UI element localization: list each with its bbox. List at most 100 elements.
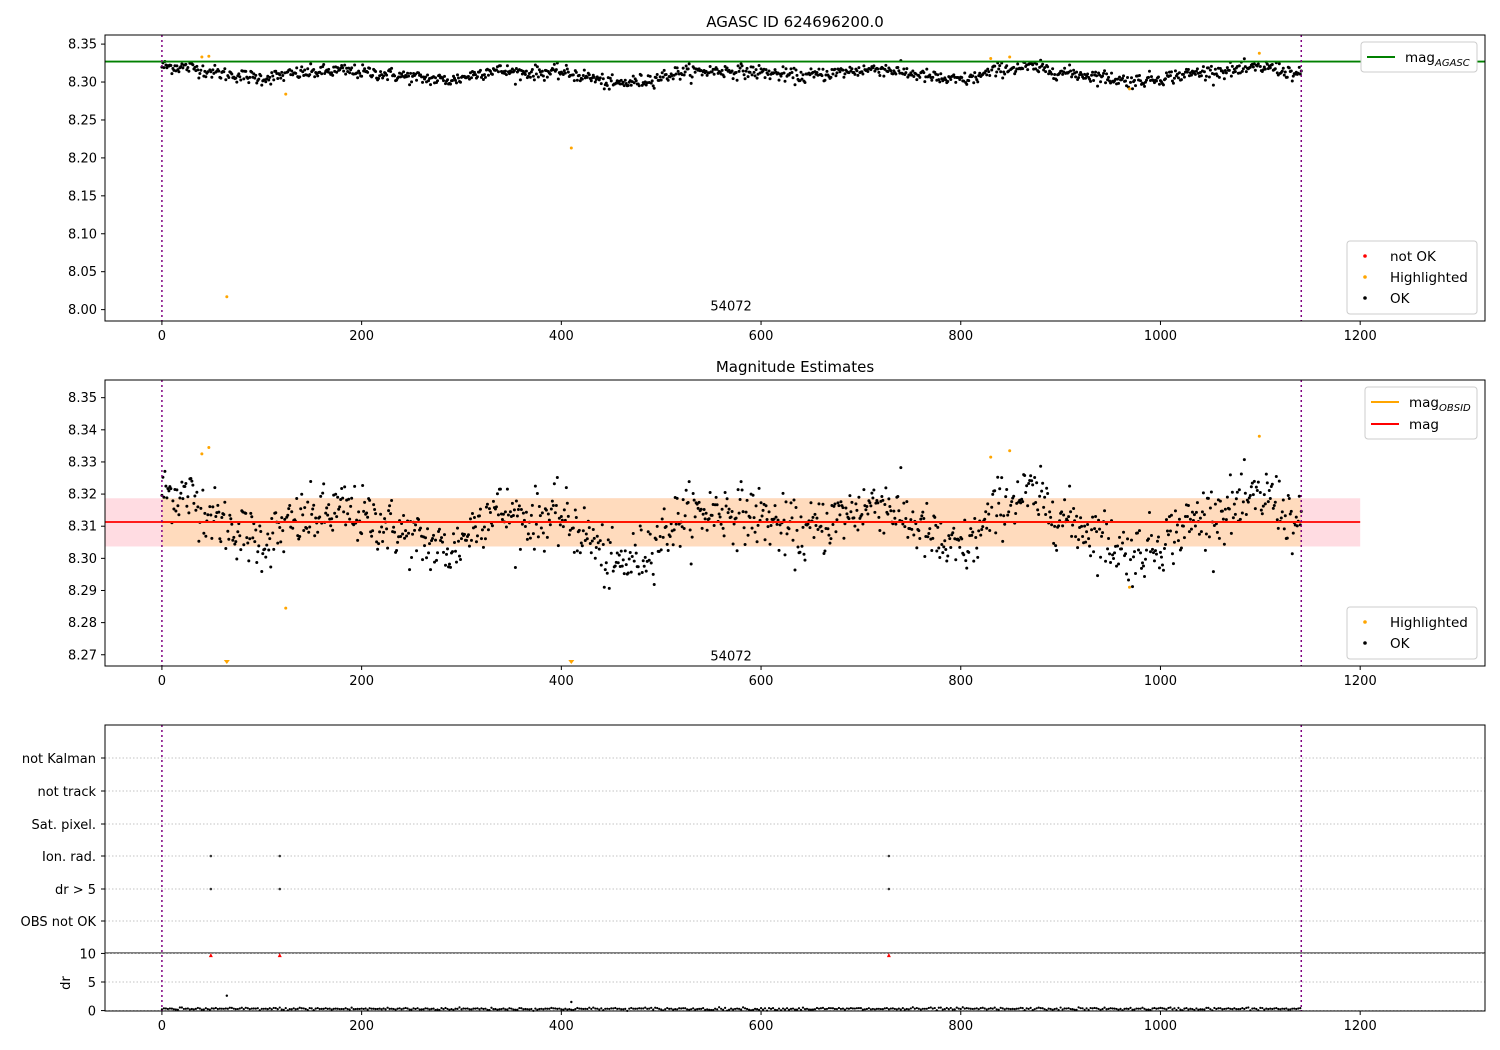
ok-point xyxy=(1204,532,1208,536)
ok-point xyxy=(1239,472,1243,476)
ok-point xyxy=(314,516,318,520)
ok-point xyxy=(373,508,377,512)
ok-point xyxy=(872,64,876,68)
ok-point xyxy=(671,77,675,81)
dr-point xyxy=(576,1006,579,1010)
ok-point xyxy=(1051,67,1055,71)
ok-point xyxy=(261,552,265,556)
c1-xtick-label: 200 xyxy=(349,674,374,689)
ok-point xyxy=(977,529,981,533)
ok-point xyxy=(1069,510,1073,514)
ok-point xyxy=(993,64,997,68)
ok-point xyxy=(1037,70,1041,74)
ok-point xyxy=(1170,552,1174,556)
dr-point xyxy=(1157,1007,1160,1010)
ok-point xyxy=(865,504,869,508)
ok-point xyxy=(531,74,535,78)
ok-point xyxy=(175,64,179,68)
ok-point xyxy=(748,515,752,519)
dr-point xyxy=(819,1007,823,1010)
ok-point xyxy=(1194,510,1198,514)
dr-point xyxy=(1043,1008,1046,1011)
ok-point xyxy=(766,525,770,529)
dr-point xyxy=(612,1007,615,1010)
ok-point xyxy=(960,537,964,541)
ok-point xyxy=(1036,508,1040,512)
ok-point xyxy=(1185,70,1189,74)
ok-point xyxy=(1113,551,1117,555)
c0-xtick-label: 800 xyxy=(948,329,973,344)
ok-point xyxy=(483,75,487,79)
ok-point xyxy=(783,553,787,557)
ok-point xyxy=(738,497,742,501)
ok-point xyxy=(814,523,818,527)
ok-point xyxy=(379,512,383,516)
ok-point xyxy=(611,569,615,573)
dr-point xyxy=(1185,1006,1188,1010)
ok-point xyxy=(760,514,764,518)
ok-point xyxy=(473,525,477,529)
ok-point xyxy=(634,79,638,83)
ok-point xyxy=(565,501,569,505)
ok-point xyxy=(1186,68,1190,72)
c2-xtick-label: 1200 xyxy=(1344,1019,1377,1034)
ok-point xyxy=(1244,513,1248,517)
ok-point xyxy=(753,74,757,78)
ok-point xyxy=(340,486,344,490)
ok-point xyxy=(632,81,636,85)
ok-point xyxy=(1050,72,1054,76)
dr-point xyxy=(1189,1007,1192,1010)
dr-point xyxy=(1265,1007,1268,1010)
ok-point xyxy=(532,547,536,551)
ok-point xyxy=(717,512,721,516)
ok-point xyxy=(704,511,708,515)
dr-point xyxy=(464,1007,467,1010)
c0-ytick-label: 8.10 xyxy=(68,227,97,242)
ok-point xyxy=(1138,79,1142,83)
ok-point xyxy=(809,501,813,505)
ok-point xyxy=(1107,75,1111,79)
dr-point xyxy=(1287,1008,1290,1011)
ok-point xyxy=(581,74,585,78)
dr-point xyxy=(1219,1007,1222,1010)
dr-point xyxy=(184,1007,187,1010)
ok-point xyxy=(331,528,335,532)
dr-point xyxy=(248,1007,251,1011)
ok-point xyxy=(533,63,537,67)
ok-point xyxy=(383,517,387,521)
ok-point xyxy=(1163,542,1167,546)
ok-point xyxy=(967,79,971,83)
dr-point xyxy=(362,1007,365,1011)
dr-point xyxy=(1299,1007,1302,1010)
c2-xtick-label: 200 xyxy=(349,1019,374,1034)
ok-point xyxy=(1212,523,1216,527)
ok-point xyxy=(964,559,968,563)
ok-point xyxy=(1168,74,1172,78)
ok-point xyxy=(552,62,556,66)
dr-point xyxy=(672,1008,675,1011)
ok-point xyxy=(546,512,550,516)
ok-point xyxy=(169,487,173,491)
ok-point xyxy=(530,68,534,72)
dr-point xyxy=(1245,1006,1248,1009)
ok-point xyxy=(197,539,201,543)
ok-point xyxy=(915,78,919,82)
dr-point xyxy=(652,1008,655,1011)
ok-point xyxy=(1103,69,1107,73)
ok-point xyxy=(498,64,502,68)
dr-point xyxy=(456,1007,459,1010)
dr-point xyxy=(897,1007,900,1010)
ok-point xyxy=(164,484,168,488)
c1-legend-box xyxy=(1346,606,1478,660)
ok-point xyxy=(1190,510,1194,514)
dr-point xyxy=(1187,1008,1190,1011)
dr-point xyxy=(636,1007,639,1010)
ok-point xyxy=(1229,531,1233,535)
ok-point xyxy=(1094,514,1098,518)
dr-point xyxy=(737,1007,741,1010)
ok-point xyxy=(413,528,417,532)
dr-point xyxy=(168,1007,172,1010)
ok-point xyxy=(622,572,626,576)
dr-point xyxy=(891,1007,894,1010)
dr-point xyxy=(1129,1006,1132,1009)
